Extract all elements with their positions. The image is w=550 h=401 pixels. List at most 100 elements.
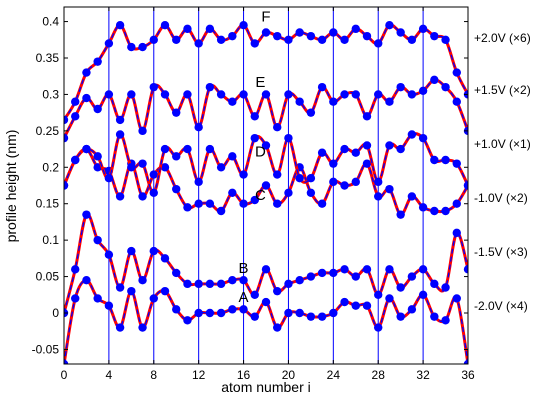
curve-label-D: D [255, 143, 266, 160]
x-tick-label: 4 [106, 368, 113, 382]
y-tick-label: 0.25 [36, 124, 60, 138]
data-point-C-8 [149, 170, 158, 179]
data-point-E-25 [340, 90, 349, 99]
data-point-E-23 [317, 82, 327, 92]
data-point-E-8 [149, 82, 158, 92]
data-point-C-33 [430, 206, 439, 216]
y-ticks: -0.05 0 0.05 0.1 0.15 0.2 0.25 0.3 0.35 0.4 [32, 15, 468, 356]
data-point-C-7 [138, 192, 147, 201]
data-point-F-2 [82, 68, 91, 77]
data-point-B-32 [418, 265, 428, 274]
data-point-E-16 [239, 90, 248, 99]
data-point-F-13 [205, 24, 215, 34]
data-point-D-22 [306, 174, 316, 183]
data-point-D-0 [64, 181, 69, 190]
data-point-D-12 [194, 177, 203, 187]
data-point-D-5 [115, 130, 125, 139]
data-point-A-31 [407, 305, 417, 314]
data-point-D-30 [396, 144, 405, 154]
curve-label-E: E [255, 74, 265, 91]
data-point-D-27 [362, 141, 372, 150]
curve-label-F: F [261, 9, 270, 26]
data-point-F-9 [160, 21, 170, 30]
data-point-A-0 [64, 359, 69, 364]
data-point-B-14 [216, 279, 226, 289]
data-point-D-26 [351, 148, 360, 157]
data-point-F-20 [284, 35, 293, 44]
right-label-C: -1.0V (×2) [474, 191, 528, 205]
data-point-F-31 [407, 35, 417, 44]
data-point-B-27 [362, 265, 372, 274]
data-point-D-32 [418, 133, 428, 143]
data-point-D-34 [441, 155, 450, 165]
data-point-E-15 [228, 97, 237, 106]
data-point-F-28 [374, 39, 383, 48]
data-point-F-23 [317, 35, 327, 44]
x-axis-label: atom number i [221, 379, 310, 395]
data-point-F-21 [295, 28, 304, 37]
data-point-F-29 [385, 21, 394, 30]
data-point-A-29 [385, 294, 394, 303]
data-point-D-21 [295, 174, 304, 183]
data-point-A-2 [82, 276, 91, 285]
data-point-D-8 [149, 188, 158, 197]
data-point-C-34 [441, 206, 450, 216]
data-point-B-1 [71, 265, 80, 274]
data-point-A-21 [295, 308, 304, 318]
data-point-A-9 [160, 286, 170, 296]
data-point-B-16 [239, 276, 248, 285]
x-tick-label: 12 [192, 368, 206, 382]
data-point-E-4 [104, 90, 114, 99]
data-point-D-7 [138, 159, 147, 168]
data-point-E-28 [374, 90, 383, 99]
data-point-F-6 [127, 42, 136, 52]
y-tick-label: 0.2 [42, 160, 59, 174]
data-point-B-25 [340, 265, 349, 274]
x-tick-label: 32 [416, 368, 430, 382]
data-point-F-18 [261, 28, 271, 37]
curve-label-B: B [239, 260, 249, 277]
data-point-A-3 [93, 294, 102, 303]
y-tick-label: -0.05 [32, 342, 60, 356]
x-ticks: 0 4 8 12 16 20 24 28 32 36 [61, 7, 475, 382]
data-point-E-24 [329, 97, 338, 106]
data-point-A-18 [261, 297, 271, 307]
data-point-A-12 [194, 308, 203, 318]
data-point-A-14 [216, 308, 226, 318]
data-point-E-26 [351, 90, 360, 99]
data-point-A-30 [396, 312, 405, 321]
y-tick-label: 0.3 [42, 87, 59, 101]
data-point-B-33 [430, 279, 439, 289]
data-point-A-7 [138, 323, 147, 332]
data-point-A-6 [127, 286, 136, 296]
y-tick-label: 0.15 [36, 197, 60, 211]
data-point-F-30 [396, 28, 405, 37]
data-point-B-19 [273, 286, 282, 296]
data-point-D-11 [183, 144, 192, 154]
data-point-C-23 [317, 199, 327, 208]
data-point-B-4 [104, 250, 114, 259]
y-tick-label: 0.35 [36, 51, 60, 65]
data-point-C-27 [362, 159, 372, 168]
data-point-E-9 [160, 90, 170, 99]
curve-label-C: C [255, 187, 266, 204]
data-point-B-31 [407, 272, 417, 281]
data-point-F-10 [172, 35, 181, 44]
data-point-A-24 [329, 308, 338, 318]
data-point-B-7 [138, 276, 147, 285]
right-label-B: -1.5V (×3) [474, 245, 528, 259]
data-point-F-7 [138, 42, 147, 52]
data-point-E-6 [127, 90, 136, 99]
data-point-D-3 [93, 152, 102, 161]
data-point-B-22 [306, 272, 316, 281]
data-point-F-22 [306, 31, 316, 41]
plot-area [64, 21, 468, 364]
data-point-C-5 [115, 192, 125, 201]
data-point-F-17 [250, 39, 259, 48]
data-point-B-28 [374, 290, 383, 299]
data-point-C-9 [160, 163, 170, 172]
data-point-C-29 [385, 184, 394, 194]
data-point-E-18 [261, 90, 271, 99]
data-point-C-32 [418, 203, 428, 212]
curve-labels: AB C D E F [239, 9, 271, 307]
